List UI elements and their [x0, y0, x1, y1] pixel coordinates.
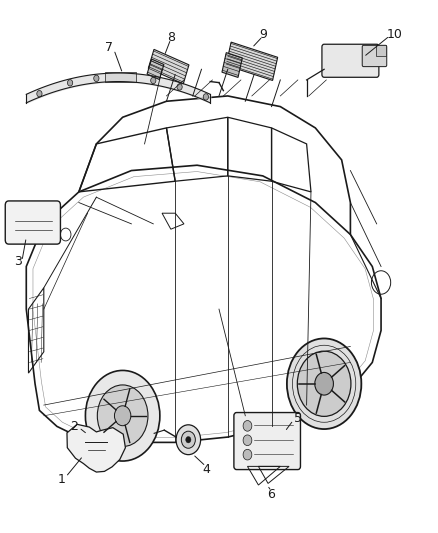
FancyBboxPatch shape	[322, 44, 379, 77]
Circle shape	[177, 84, 182, 90]
Text: 4: 4	[202, 463, 210, 475]
Text: 10: 10	[386, 28, 402, 41]
Circle shape	[94, 75, 99, 82]
Text: 8: 8	[167, 31, 175, 44]
Circle shape	[315, 373, 333, 395]
Circle shape	[85, 370, 160, 461]
Polygon shape	[67, 424, 125, 472]
FancyBboxPatch shape	[362, 45, 387, 67]
Circle shape	[37, 91, 42, 97]
Text: 5: 5	[294, 412, 302, 425]
FancyBboxPatch shape	[234, 413, 300, 470]
Circle shape	[203, 94, 208, 100]
Circle shape	[186, 437, 191, 443]
Text: 1: 1	[57, 473, 65, 486]
Circle shape	[243, 449, 252, 460]
Text: 9: 9	[259, 28, 267, 41]
Circle shape	[181, 431, 195, 448]
Circle shape	[97, 385, 148, 447]
FancyBboxPatch shape	[105, 72, 136, 82]
Text: 6: 6	[268, 488, 276, 500]
Circle shape	[243, 421, 252, 431]
Circle shape	[176, 425, 201, 455]
Text: 2: 2	[71, 420, 78, 433]
Circle shape	[114, 406, 131, 426]
Polygon shape	[148, 50, 189, 84]
Polygon shape	[222, 53, 242, 77]
Circle shape	[287, 338, 361, 429]
FancyBboxPatch shape	[5, 201, 60, 244]
Polygon shape	[226, 42, 278, 80]
Text: 7: 7	[106, 42, 113, 54]
FancyBboxPatch shape	[376, 45, 386, 56]
Circle shape	[151, 77, 156, 84]
Circle shape	[67, 79, 73, 86]
Polygon shape	[147, 59, 164, 79]
Text: 3: 3	[14, 255, 21, 268]
Circle shape	[243, 435, 252, 446]
Circle shape	[297, 351, 351, 416]
